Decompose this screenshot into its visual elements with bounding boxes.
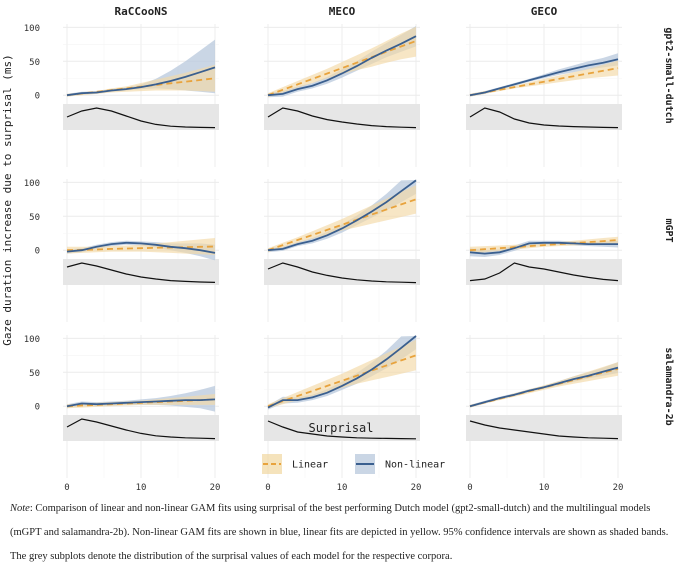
y-tick-label: 50 [29,369,40,379]
linear-fit-line [267,40,417,97]
density-curve [267,420,417,440]
density-strip [264,104,420,130]
x-tick-label: 20 [613,483,624,493]
density-curve [66,418,216,440]
legend-label: Linear [292,460,328,471]
y-tick-label: 0 [35,403,40,413]
density-strip [63,415,219,441]
nonlinear-fit-line [267,179,417,252]
density-strip [63,104,219,130]
x-tick-label: 20 [411,483,422,493]
density-strip [466,104,622,130]
nonlinear-fit-line [267,35,417,97]
y-tick-label: 0 [35,247,40,257]
row-strip-label: gpt2-small-dutch [663,27,674,123]
x-axis-title: Surprisal [308,421,373,435]
y-axis-title: Gaze duration increase due to surprisal … [1,54,14,345]
nonlinear-fit-line [469,58,619,97]
row-strip-label: mGPT [663,218,674,242]
linear-ci-band [268,26,416,98]
density-curve [267,262,417,284]
faceted-gam-chart: RaCCooNS MECO GECO gpt2-small-dutch mGPT sala… [1,5,674,493]
linear-ci-band [268,339,416,409]
x-tick-label: 20 [210,483,221,493]
x-tick-label: 0 [467,483,472,493]
density-curve [469,420,619,440]
nonlinear-fit-line [66,398,216,408]
nonlinear-fit-line [469,366,619,408]
note-text: : Comparison of linear and non-linear GA… [10,503,669,562]
y-tick-label: 0 [35,92,40,102]
density-strip [264,259,420,285]
density-curve [66,262,216,283]
density-strip [466,259,622,285]
note-lead: Note [10,503,30,514]
density-strip [63,259,219,285]
density-curve [267,107,417,129]
linear-ci-band [470,60,618,97]
y-tick-label: 100 [24,24,40,34]
column-title: MECO [329,5,356,18]
row-strip-label: salamandra-2b [663,347,674,425]
linear-fit-line [66,245,216,252]
nonlinear-ci-band [268,180,416,253]
density-curve [469,262,619,282]
linear-ci-band [67,238,215,255]
linear-fit-line [267,354,417,408]
nonlinear-fit-line [267,335,417,409]
column-title: GECO [531,5,558,18]
x-tick-label: 0 [64,483,69,493]
linear-fit-line [469,239,619,252]
column-title: RaCCooNS [115,5,168,18]
density-curve [469,107,619,129]
nonlinear-fit-line [66,66,216,97]
y-tick-label: 50 [29,213,40,223]
linear-fit-line [267,198,417,252]
x-tick-label: 0 [265,483,270,493]
linear-ci-band [67,64,215,97]
y-tick-label: 50 [29,58,40,68]
legend-label: Non-linear [385,460,445,471]
figure-note: Note: Comparison of linear and non-linea… [10,497,670,569]
density-strip [466,415,622,441]
x-tick-label: 10 [136,483,147,493]
nonlinear-fit-line [66,241,216,254]
x-tick-label: 10 [337,483,348,493]
density-curve [66,107,216,129]
nonlinear-fit-line [469,241,618,255]
linear-ci-band [268,185,416,253]
y-tick-label: 100 [24,335,40,345]
x-tick-label: 10 [539,483,550,493]
y-tick-label: 100 [24,179,40,189]
